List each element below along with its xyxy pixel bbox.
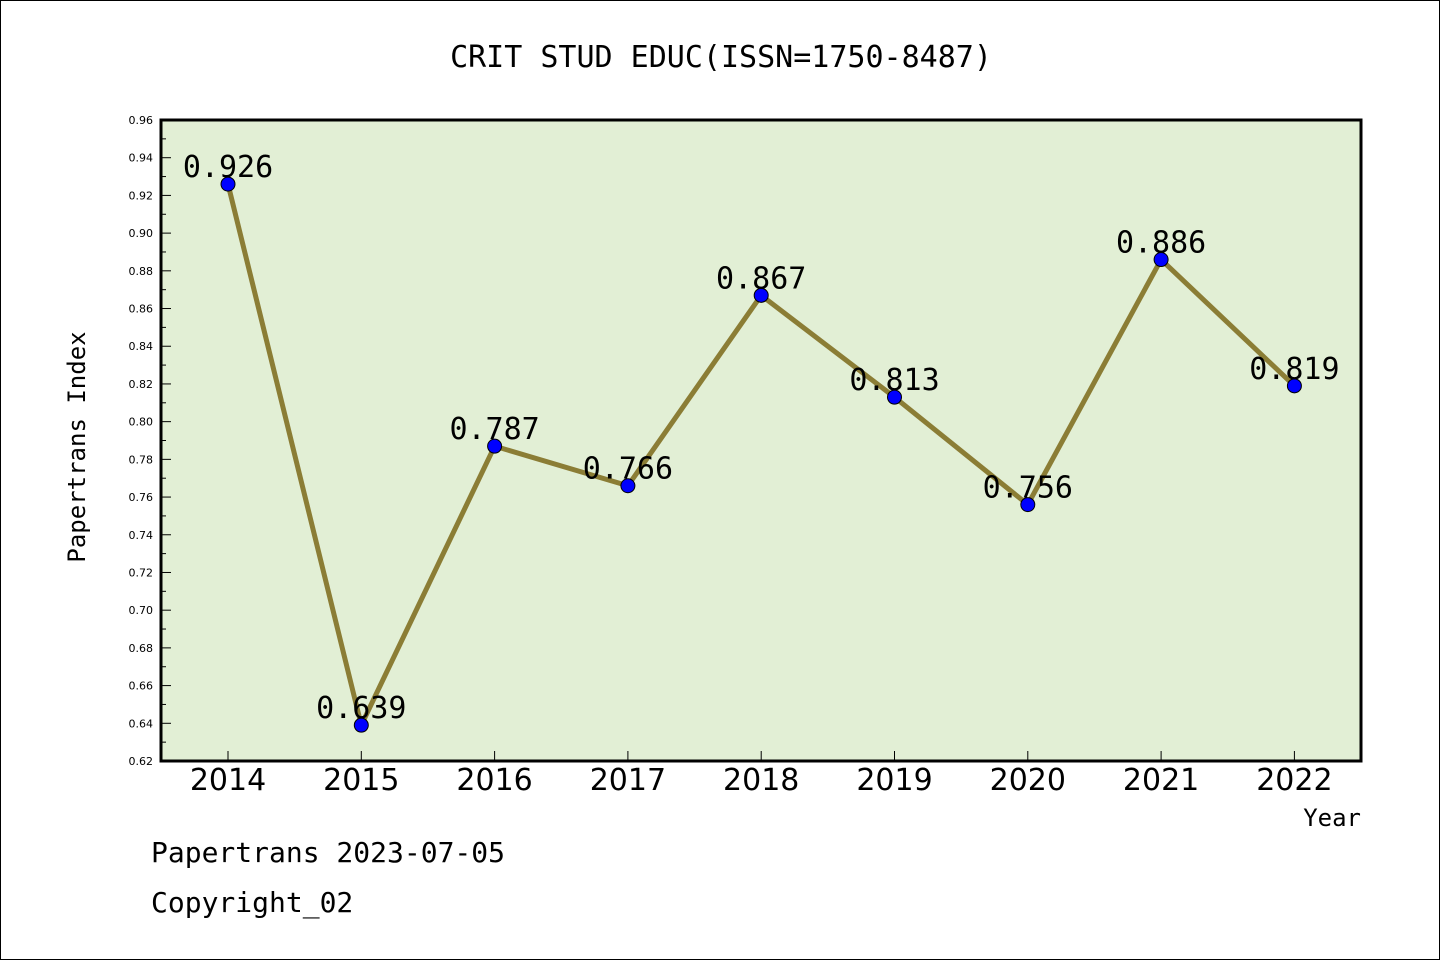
y-tick-label: 0.76 — [129, 491, 154, 504]
data-label: 0.819 — [1249, 352, 1339, 387]
y-tick-label: 0.72 — [129, 566, 154, 579]
y-tick-label: 0.66 — [129, 680, 154, 693]
x-tick-label: 2021 — [1123, 763, 1199, 798]
chart-title: CRIT STUD EDUC(ISSN=1750-8487) — [450, 40, 992, 75]
data-label: 0.813 — [849, 363, 939, 398]
plot-area — [161, 120, 1361, 761]
x-tick-label: 2020 — [990, 763, 1066, 798]
y-tick-label: 0.68 — [129, 642, 154, 655]
y-tick-label: 0.84 — [129, 340, 154, 353]
y-tick-label: 0.92 — [129, 189, 154, 202]
footer-date: Papertrans 2023-07-05 — [151, 836, 506, 869]
y-tick-label: 0.62 — [129, 755, 154, 768]
data-point — [487, 438, 503, 454]
data-point — [887, 389, 902, 405]
y-tick-label: 0.78 — [129, 453, 154, 466]
data-label: 0.639 — [316, 691, 406, 726]
data-point — [1153, 252, 1169, 268]
x-axis-label: Year — [1303, 804, 1361, 832]
data-label: 0.926 — [183, 150, 273, 185]
y-tick-label: 0.74 — [129, 529, 154, 542]
data-label: 0.787 — [449, 412, 539, 447]
x-tick-label: 2016 — [456, 763, 532, 798]
y-axis-label: Papertrans Index — [63, 331, 91, 562]
data-label: 0.756 — [983, 471, 1073, 506]
data-point — [1286, 378, 1302, 394]
y-tick-label: 0.90 — [129, 227, 154, 240]
x-tick-label: 2017 — [590, 763, 666, 798]
y-tick-label: 0.94 — [129, 152, 154, 165]
y-tick-label: 0.64 — [129, 717, 154, 730]
data-point — [1020, 497, 1036, 513]
footer-copyright: Copyright_02 — [151, 886, 354, 919]
data-label: 0.766 — [583, 452, 673, 487]
data-point — [753, 287, 769, 303]
y-tick-label: 0.80 — [129, 416, 154, 429]
y-tick-label: 0.86 — [129, 303, 154, 316]
data-point — [220, 176, 236, 192]
x-tick-label: 2014 — [190, 763, 266, 798]
y-tick-label: 0.70 — [129, 604, 154, 617]
x-tick-label: 2022 — [1256, 763, 1332, 798]
data-point — [620, 478, 636, 494]
y-tick-label: 0.96 — [129, 114, 154, 127]
y-tick-label: 0.88 — [129, 265, 154, 278]
y-tick-label: 0.82 — [129, 378, 154, 391]
x-tick-label: 2015 — [323, 763, 399, 798]
x-tick-label: 2019 — [856, 763, 932, 798]
data-label: 0.867 — [716, 261, 806, 296]
data-label: 0.886 — [1116, 226, 1206, 261]
plot-frame — [159, 118, 1363, 763]
data-point — [353, 717, 369, 733]
x-tick-label: 2018 — [723, 763, 799, 798]
